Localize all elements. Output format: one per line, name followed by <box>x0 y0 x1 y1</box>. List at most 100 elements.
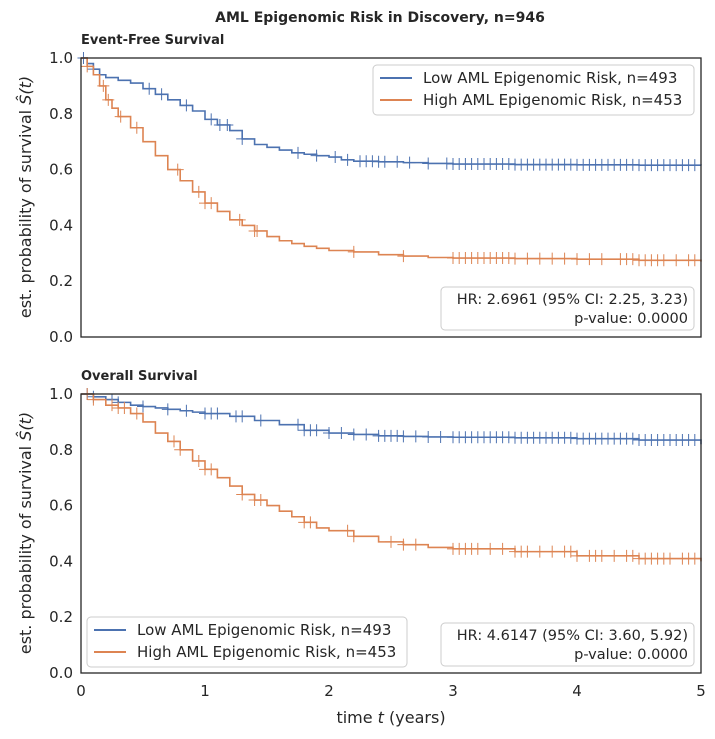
censor-mark-high <box>236 488 249 501</box>
censor-mark-high <box>533 545 546 558</box>
censor-mark-high <box>571 549 583 562</box>
censor-mark-low <box>391 155 404 168</box>
censor-mark-high <box>114 110 127 123</box>
censor-mark-high <box>595 253 608 266</box>
censor-mark-low <box>688 159 701 172</box>
y-tick-label: 0.2 <box>49 272 73 290</box>
censor-mark-high <box>341 524 354 537</box>
censor-mark-low <box>329 151 342 164</box>
y-tick-label: 0.2 <box>49 608 73 626</box>
censor-mark-high <box>688 552 701 565</box>
censor-mark-high <box>664 552 676 565</box>
censor-mark-high <box>521 252 534 265</box>
censor-mark-low <box>310 149 323 162</box>
y-tick-label: 0.0 <box>49 664 73 682</box>
censor-mark-low <box>422 430 435 443</box>
censor-mark-low <box>180 99 193 112</box>
y-tick-label: 0.6 <box>49 161 73 179</box>
censor-mark-low <box>211 407 224 420</box>
censor-mark-high <box>484 542 497 555</box>
censor-mark-low <box>409 430 422 443</box>
overall-survival-panel: Overall Survival 0.0 0.2 0.4 0.6 0.8 1.0 0 1 2 3… <box>16 369 706 727</box>
censor-mark-low <box>391 429 404 442</box>
censor-mark-low <box>205 113 218 126</box>
censor-mark-high <box>254 494 267 507</box>
event-free-legend-box <box>372 64 695 116</box>
censor-mark-high <box>87 393 100 406</box>
censor-mark-high <box>564 545 577 558</box>
x-tick-label: 2 <box>324 682 334 700</box>
censor-mark-high <box>409 538 422 551</box>
x-axis-label: time t (years) <box>336 708 445 727</box>
x-axis-label-suffix: (years) <box>384 708 446 727</box>
overall-hr-box <box>440 622 695 667</box>
censor-mark-high <box>106 399 118 412</box>
overall-axes-frame <box>80 393 702 674</box>
event-free-hr-text: HR: 2.6961 (95% CI: 2.25, 3.23) <box>457 292 688 308</box>
figure-title: AML Epigenomic Risk in Discovery, n=946 <box>215 10 545 26</box>
censor-mark-low <box>688 434 701 447</box>
censor-mark-high <box>595 549 608 562</box>
censor-mark-low <box>440 157 453 170</box>
overall-y-ticks: 0.0 0.2 0.4 0.6 0.8 1.0 <box>49 385 73 682</box>
censor-mark-high <box>688 254 701 267</box>
censor-mark-low <box>143 82 156 95</box>
censor-mark-high <box>509 252 521 265</box>
censor-mark-high <box>471 542 484 555</box>
censor-mark-low <box>180 404 193 417</box>
censor-mark-high <box>233 213 246 226</box>
censor-mark-high <box>205 463 218 476</box>
censor-mark-low <box>403 156 416 169</box>
censor-mark-low <box>155 88 168 101</box>
overall-hr-text: HR: 4.6147 (95% CI: 3.60, 5.92) <box>457 628 688 644</box>
y-tick-label: 0.6 <box>49 497 73 515</box>
censor-mark-high <box>502 252 515 265</box>
y-tick-label: 1.0 <box>49 49 73 67</box>
censor-mark-low <box>236 132 249 145</box>
censor-mark-low <box>564 431 577 444</box>
censor-mark-high <box>192 185 205 198</box>
y-tick-label: 0.4 <box>49 552 73 570</box>
censor-mark-low <box>292 146 304 159</box>
censor-mark-low <box>137 400 149 413</box>
censor-mark-high <box>174 443 187 456</box>
censor-mark-low <box>292 418 304 431</box>
overall-plot-area <box>81 388 702 565</box>
overall-x-ticks: 0 1 2 3 4 5 <box>76 682 706 700</box>
censor-mark-low <box>378 155 391 168</box>
censor-mark-high <box>558 252 571 265</box>
y-axis-label-top: est. probability of survival Ŝ(t) <box>16 76 35 318</box>
censor-mark-low <box>626 432 639 445</box>
event-free-hr-annotation: HR: 2.6961 (95% CI: 2.25, 3.23) p-value:… <box>440 286 695 331</box>
y-axis-label-symbol-2: Ŝ(t) <box>16 412 35 441</box>
censor-mark-high <box>546 545 559 558</box>
censor-mark-high <box>583 253 596 266</box>
censor-mark-high <box>130 121 143 134</box>
censor-mark-high <box>385 535 397 548</box>
censor-mark-low <box>434 430 447 443</box>
censor-mark-low <box>341 153 354 166</box>
y-tick-label: 1.0 <box>49 385 73 403</box>
censor-mark-high <box>608 549 621 562</box>
legend-high-label-2: High AML Epigenomic Risk, n=453 <box>137 643 396 661</box>
censor-mark-low <box>221 118 234 131</box>
censor-mark-low <box>366 155 379 168</box>
overall-p-value: p-value: 0.0000 <box>574 647 688 663</box>
censor-mark-high <box>192 454 205 467</box>
event-free-p-value: p-value: 0.0000 <box>574 311 688 327</box>
y-axis-label-text-2: est. probability of survival <box>16 441 35 654</box>
censor-mark-high <box>251 224 264 237</box>
event-free-hr-box <box>440 286 695 331</box>
censor-mark-high <box>571 253 583 266</box>
x-tick-label: 5 <box>696 682 706 700</box>
censor-mark-high <box>397 538 410 551</box>
y-axis-label-bottom: est. probability of survival Ŝ(t) <box>16 412 35 654</box>
y-tick-label: 0.0 <box>49 328 73 346</box>
censor-mark-high <box>102 93 115 106</box>
y-tick-label: 0.4 <box>49 216 73 234</box>
x-tick-label: 0 <box>76 682 86 700</box>
censor-mark-high <box>205 197 218 210</box>
censor-mark-high <box>118 401 131 414</box>
panel-title-overall: Overall Survival <box>81 369 198 384</box>
